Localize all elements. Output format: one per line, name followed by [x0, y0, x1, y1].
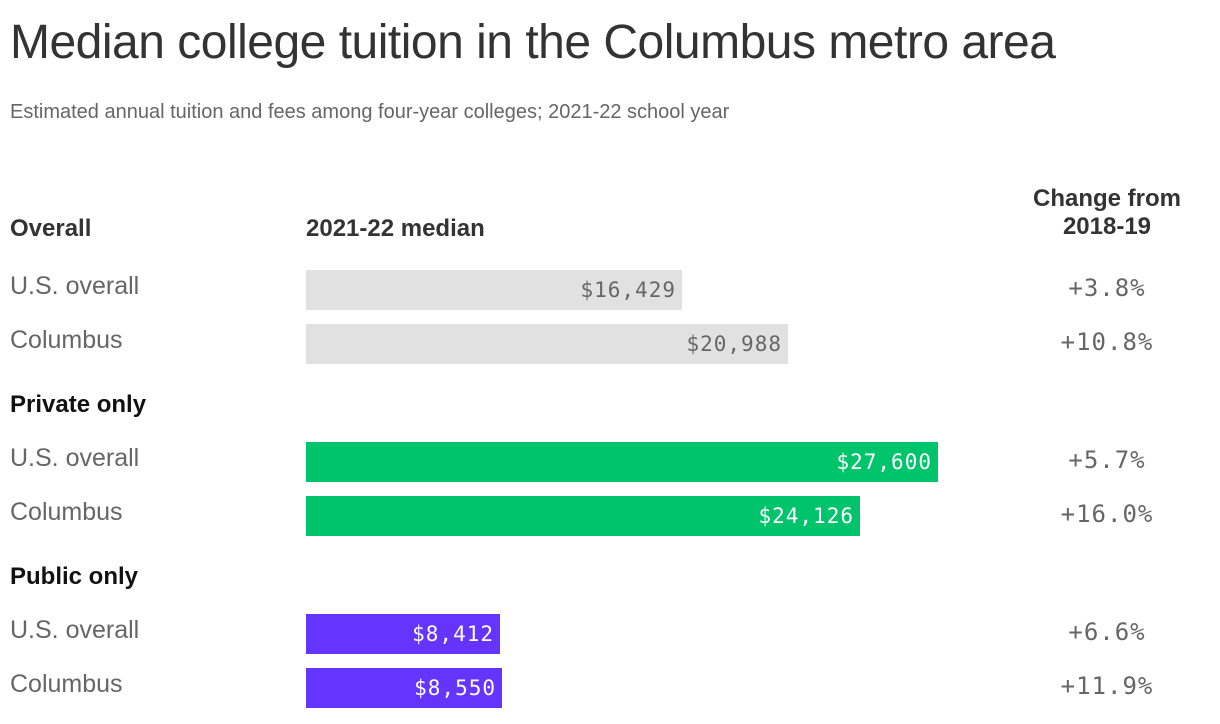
- change-public-columbus: +11.9%: [1060, 672, 1154, 700]
- column-header-change-line2: 2018-19: [1062, 213, 1152, 240]
- bar-value: $8,412: [412, 622, 494, 646]
- row-label-private-us: U.S. overall: [10, 444, 140, 472]
- bar-value: $16,429: [580, 278, 676, 302]
- group-header-public: Public only: [10, 563, 139, 590]
- column-header-change: Change from 2018-19: [1007, 185, 1207, 241]
- column-header-change-line1: Change from: [1032, 185, 1181, 212]
- column-header-category: Overall: [10, 215, 92, 242]
- row-label-overall-columbus: Columbus: [10, 326, 123, 354]
- row-label-public-columbus: Columbus: [10, 670, 123, 698]
- bar-private-us: $27,600: [306, 442, 938, 482]
- chart-title: Median college tuition in the Columbus m…: [10, 16, 1056, 69]
- chart-subtitle: Estimated annual tuition and fees among …: [10, 101, 730, 123]
- bar-public-us: $8,412: [306, 614, 500, 654]
- row-label-overall-us: U.S. overall: [10, 272, 140, 300]
- change-private-columbus: +16.0%: [1060, 500, 1154, 528]
- change-public-us: +6.6%: [1068, 618, 1146, 646]
- change-overall-us: +3.8%: [1068, 274, 1146, 302]
- bar-overall-columbus: $20,988: [306, 324, 788, 364]
- group-header-private: Private only: [10, 391, 147, 418]
- row-label-public-us: U.S. overall: [10, 616, 140, 644]
- bar-public-columbus: $8,550: [306, 668, 502, 708]
- column-header-median: 2021-22 median: [306, 215, 485, 242]
- bar-value: $27,600: [836, 450, 932, 474]
- bar-private-columbus: $24,126: [306, 496, 860, 536]
- row-label-private-columbus: Columbus: [10, 498, 123, 526]
- bar-overall-us: $16,429: [306, 270, 682, 310]
- bar-value: $8,550: [414, 676, 496, 700]
- bar-value: $24,126: [758, 504, 854, 528]
- change-overall-columbus: +10.8%: [1060, 328, 1154, 356]
- bar-value: $20,988: [686, 332, 782, 356]
- change-private-us: +5.7%: [1068, 446, 1146, 474]
